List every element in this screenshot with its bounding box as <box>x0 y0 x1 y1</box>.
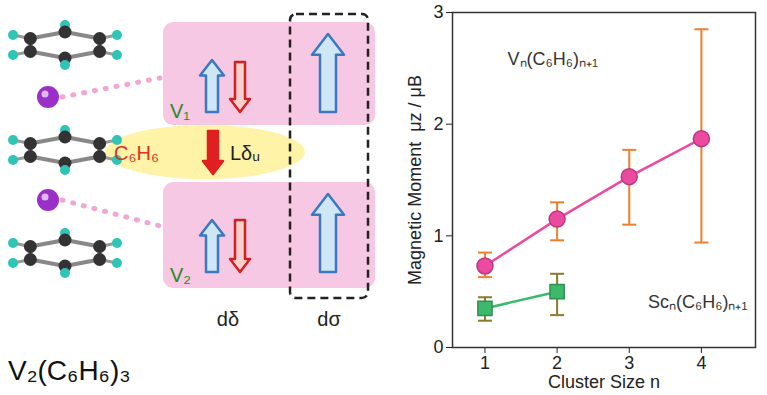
svg-text:Scₙ(C₆H₆)ₙ₊₁: Scₙ(C₆H₆)ₙ₊₁ <box>648 292 748 312</box>
svg-text:V₁: V₁ <box>170 100 190 122</box>
svg-text:C₆H₆: C₆H₆ <box>114 142 159 164</box>
svg-text:Lδᵤ: Lδᵤ <box>230 142 260 164</box>
svg-text:1: 1 <box>433 226 443 246</box>
svg-text:2: 2 <box>552 353 562 373</box>
svg-text:V₂(C₆H₆)₃: V₂(C₆H₆)₃ <box>8 355 131 386</box>
svg-text:3: 3 <box>624 353 634 373</box>
svg-text:2: 2 <box>433 114 443 134</box>
svg-text:3: 3 <box>433 2 443 22</box>
svg-text:1: 1 <box>480 353 490 373</box>
svg-text:Magnetic Moment μz / μB: Magnetic Moment μz / μB <box>405 75 425 285</box>
svg-text:4: 4 <box>696 353 706 373</box>
svg-text:Vₙ(C₆H₆)ₙ₊₁: Vₙ(C₆H₆)ₙ₊₁ <box>508 49 599 69</box>
svg-text:dδ: dδ <box>217 308 239 330</box>
svg-text:dσ: dσ <box>317 308 341 330</box>
svg-text:Cluster Size n: Cluster Size n <box>548 372 660 392</box>
svg-text:0: 0 <box>433 337 443 357</box>
svg-text:V₂: V₂ <box>170 264 191 286</box>
